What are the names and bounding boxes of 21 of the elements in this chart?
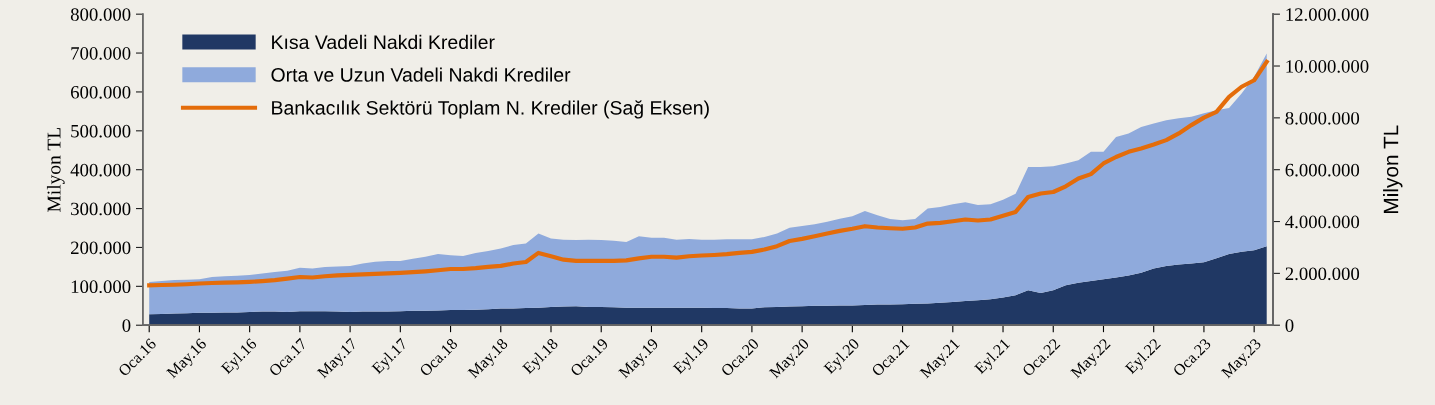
y2-tick-label: 10.000.000 (1286, 60, 1369, 73)
y-axis-title: Milyon TL (46, 128, 65, 212)
y-tick-label: 200.000 (71, 241, 131, 255)
y-tick-label: 800.000 (70, 8, 131, 21)
y-tick-label: 300.000 (71, 202, 131, 216)
legend-label: Kısa Vadeli Nakdi Krediler (272, 34, 495, 50)
legend-label: Bankacılık Sektörü Toplam N. Krediler (Sağ Eksen) (272, 100, 709, 119)
y2-axis-title: Milyon TL (1383, 125, 1403, 213)
y2-tick-label: 4.000.000 (1285, 215, 1360, 229)
y2-tick-label: 6.000.000 (1285, 163, 1360, 177)
legend-label: Orta ve Uzun Vadeli Nakdi Krediler (271, 67, 571, 82)
y-tick-label: 600.000 (70, 85, 131, 99)
y2-tick-label: 0 (1285, 319, 1294, 332)
y-tick-label: 700.000 (71, 47, 131, 60)
y-tick-label: 500.000 (71, 124, 131, 138)
y2-tick-label: 8.000.000 (1285, 111, 1360, 125)
y-tick-label: 0 (122, 319, 131, 332)
y-tick-label: 100.000 (71, 280, 131, 294)
y-tick-label: 400.000 (70, 163, 131, 177)
y2-tick-label: 2.000.000 (1285, 267, 1360, 281)
y2-tick-label: 12.000.000 (1286, 8, 1369, 21)
